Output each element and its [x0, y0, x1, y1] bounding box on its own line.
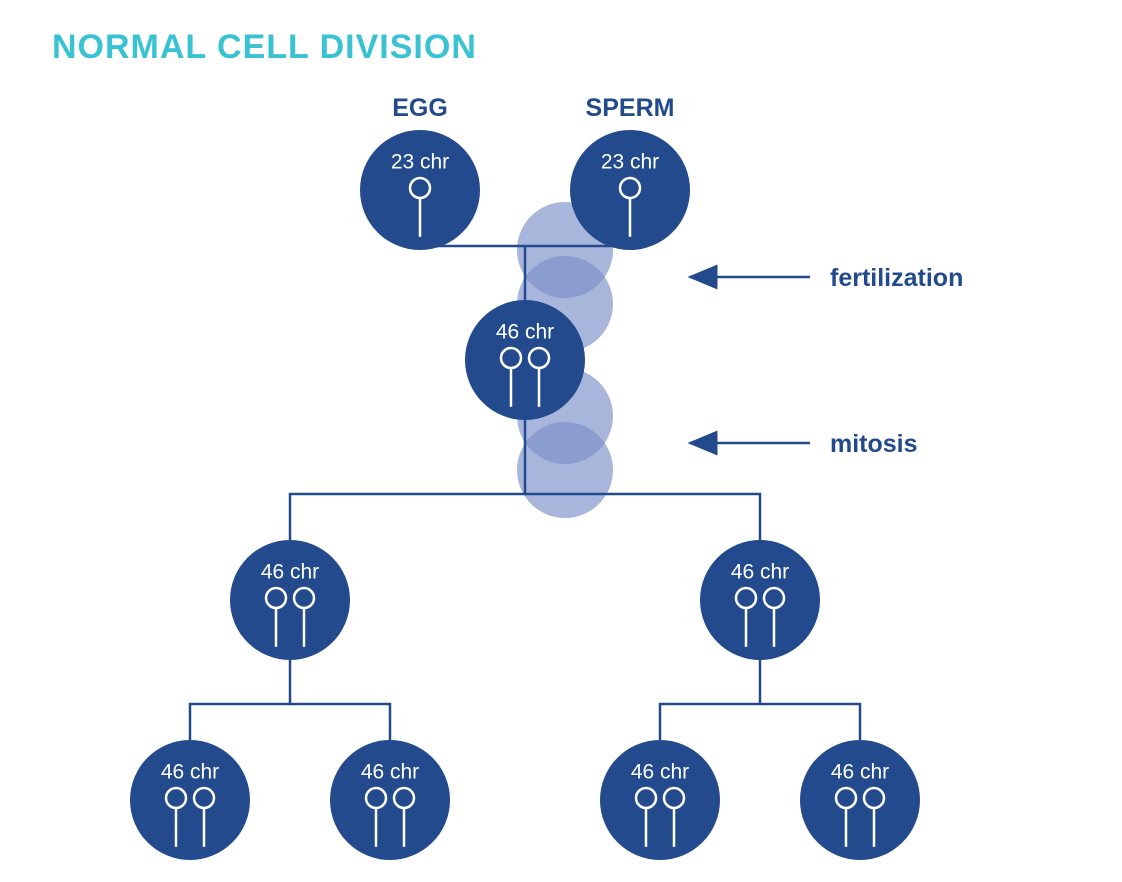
svg-text:23 chr: 23 chr: [601, 151, 659, 174]
cell-m2c: 46 chr: [600, 740, 720, 860]
cell-sperm: 23 chr: [570, 130, 690, 250]
svg-text:23 chr: 23 chr: [391, 151, 449, 174]
diagram-canvas: NORMAL CELL DIVISION EGG SPERM fertiliza…: [0, 0, 1122, 882]
cell-egg: 23 chr: [360, 130, 480, 250]
cell-m2a: 46 chr: [130, 740, 250, 860]
svg-text:46 chr: 46 chr: [361, 761, 419, 784]
diagram-svg: 23 chr 23 chr 46 chr 46 chr 46 chr 46 chr 46 c…: [0, 0, 1122, 882]
svg-text:46 chr: 46 chr: [496, 321, 554, 344]
svg-text:46 chr: 46 chr: [831, 761, 889, 784]
svg-text:46 chr: 46 chr: [261, 561, 319, 584]
cell-zygote: 46 chr: [465, 300, 585, 420]
cell-m1b: 46 chr: [700, 540, 820, 660]
svg-text:46 chr: 46 chr: [731, 561, 789, 584]
svg-text:46 chr: 46 chr: [631, 761, 689, 784]
cell-m1a: 46 chr: [230, 540, 350, 660]
cell-m2b: 46 chr: [330, 740, 450, 860]
cell-m2d: 46 chr: [800, 740, 920, 860]
svg-text:46 chr: 46 chr: [161, 761, 219, 784]
